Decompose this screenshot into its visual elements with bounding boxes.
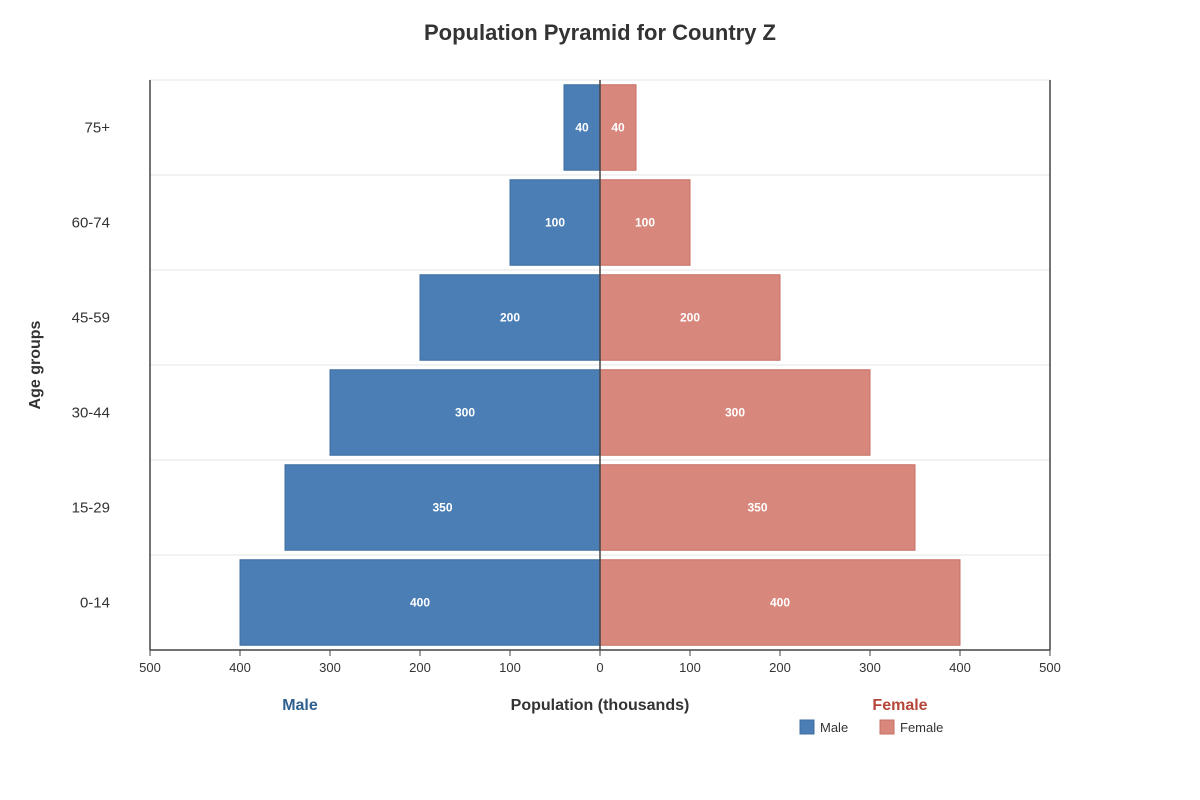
x-tick-label: 200: [769, 660, 791, 675]
legend-label-male: Male: [820, 720, 848, 735]
bar-male-0-14: [239, 559, 601, 646]
x-tick-label: 500: [1039, 660, 1061, 675]
x-tick-label: 0: [596, 660, 603, 675]
data-label-female-30-44: 300: [725, 406, 745, 420]
data-label-male-30-44: 300: [455, 406, 475, 420]
bar-male-75+: [563, 84, 601, 171]
legend-label-female: Female: [900, 720, 943, 735]
data-label-male-45-59: 200: [500, 311, 520, 325]
x-tick-label: 300: [859, 660, 881, 675]
x-tick-label: 500: [139, 660, 161, 675]
data-label-female-75+: 40: [611, 121, 625, 135]
y-axis-title: Age groups: [27, 320, 44, 409]
x-tick-label: 400: [229, 660, 251, 675]
bar-male-60-74: [509, 179, 601, 266]
data-label-female-15-29: 350: [747, 501, 767, 515]
data-label-male-60-74: 100: [545, 216, 565, 230]
bar-female-30-44: [599, 369, 871, 456]
data-label-male-75+: 40: [575, 121, 589, 135]
bar-male-45-59: [419, 274, 601, 361]
male-side-label: Male: [282, 697, 318, 714]
bar-male-30-44: [329, 369, 601, 456]
x-tick-label: 400: [949, 660, 971, 675]
x-axis-title: Population (thousands): [511, 697, 690, 714]
legend: Male Female: [799, 719, 943, 735]
bar-female-75+: [599, 84, 637, 171]
data-label-female-60-74: 100: [635, 216, 655, 230]
y-tick-label-45-59: 45-59: [72, 310, 110, 327]
x-tick-label: 100: [499, 660, 521, 675]
y-tick-label-75+: 75+: [85, 120, 111, 137]
legend-swatch-male: [799, 719, 815, 735]
legend-swatch-female: [879, 719, 895, 735]
data-label-female-45-59: 200: [680, 311, 700, 325]
x-tick-label: 200: [409, 660, 431, 675]
bar-female-15-29: [599, 464, 916, 551]
y-tick-label-60-74: 60-74: [72, 215, 110, 232]
axes: [149, 80, 1051, 656]
data-label-female-0-14: 400: [770, 596, 790, 610]
data-label-male-0-14: 400: [410, 596, 430, 610]
y-tick-label-0-14: 0-14: [80, 595, 110, 612]
bars: [239, 84, 961, 646]
chart-title: Population Pyramid for Country Z: [424, 20, 776, 45]
bar-female-45-59: [599, 274, 781, 361]
bar-female-60-74: [599, 179, 691, 266]
y-tick-label-15-29: 15-29: [72, 500, 110, 517]
y-tick-label-30-44: 30-44: [72, 405, 110, 422]
labels: 400 350 300 200 100 40 400 350 300 200 100 40 500 400…: [72, 120, 1061, 676]
x-tick-label: 100: [679, 660, 701, 675]
female-side-label: Female: [872, 697, 927, 714]
data-label-male-15-29: 350: [432, 501, 452, 515]
bar-female-0-14: [599, 559, 961, 646]
x-tick-label: 300: [319, 660, 341, 675]
